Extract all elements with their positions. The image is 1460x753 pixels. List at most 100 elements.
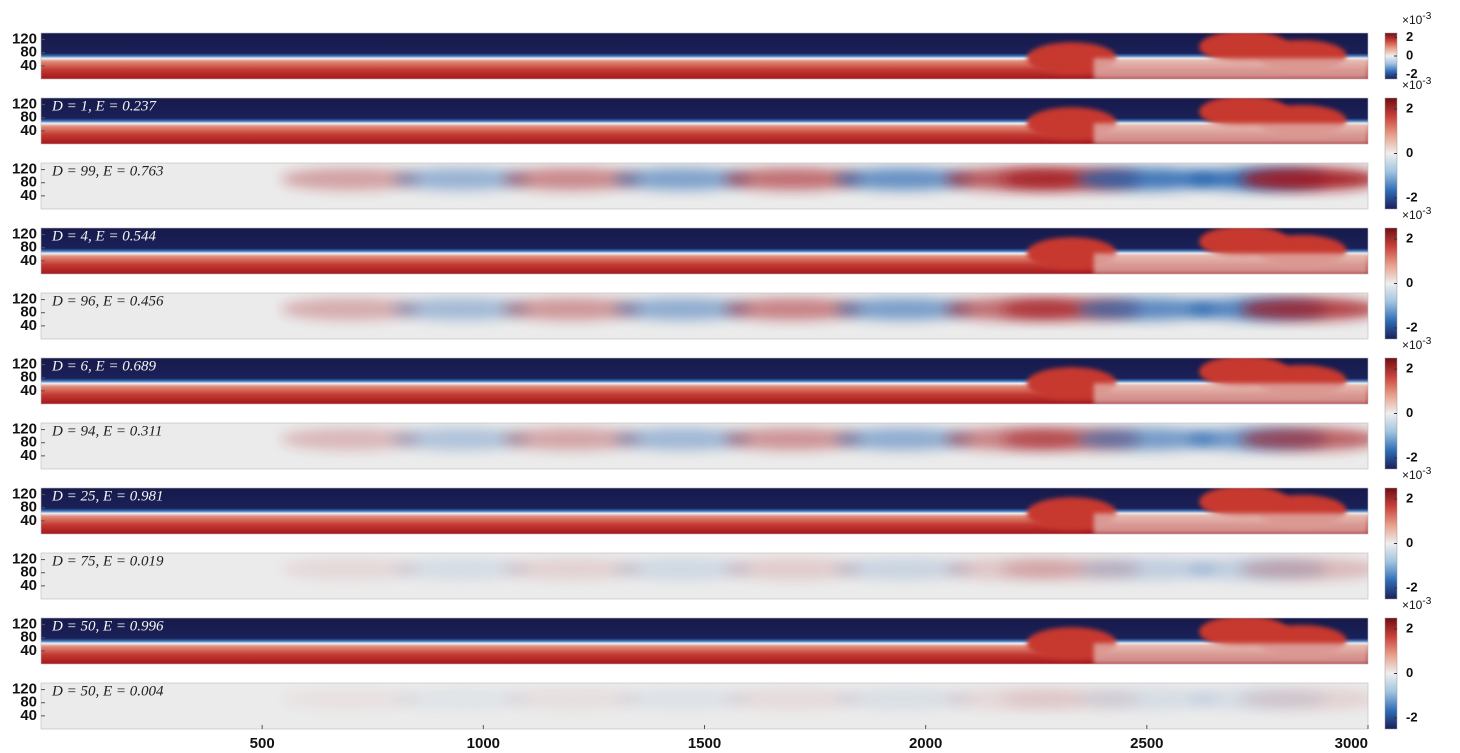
colorbar-multiplier: ×10-3 xyxy=(1402,11,1432,28)
colorbar-tick-label: 0 xyxy=(1406,665,1413,680)
panel-annotation: D = 50, E = 0.996 xyxy=(51,618,164,634)
colorbar-tick-label: -2 xyxy=(1406,579,1418,594)
colorbar: 2 0 -2 ×10-3 xyxy=(1385,596,1432,729)
colorbar-tick-label: -2 xyxy=(1406,449,1418,464)
x-tick-label: 1000 xyxy=(467,735,500,752)
panel: 4080120D = 99, E = 0.763 xyxy=(12,161,1381,209)
panel-image xyxy=(41,553,1380,599)
colorbar: 2 0 -2 ×10-3 xyxy=(1385,336,1432,469)
y-tick-label: 120 xyxy=(12,31,37,48)
colorbar-tick-label: 0 xyxy=(1406,145,1413,160)
multiplier-base: ×10 xyxy=(1402,78,1423,92)
panel-annotation: D = 96, E = 0.456 xyxy=(51,293,164,309)
colorbar: 20-2×10-3 xyxy=(1385,466,1432,599)
multiplier-exponent: -3 xyxy=(1422,206,1431,217)
vortex xyxy=(1199,96,1289,128)
wake xyxy=(1094,383,1368,404)
vortex xyxy=(1199,616,1289,648)
colorbar-multiplier: ×10-3 xyxy=(1402,206,1432,223)
colorbar-multiplier: ×10-3 xyxy=(1402,76,1432,93)
colorbar-tick-label: 2 xyxy=(1406,231,1413,246)
panel-image xyxy=(41,356,1368,404)
mode-blob xyxy=(1240,428,1380,450)
colorbar-tick-label: -2 xyxy=(1406,319,1418,334)
colorbar-tick-label: -2 xyxy=(1406,709,1418,724)
y-tick-label: 120 xyxy=(12,226,37,243)
panel-image xyxy=(41,423,1380,469)
multiplier-exponent: -3 xyxy=(1422,596,1431,607)
y-tick-label: 120 xyxy=(12,681,37,698)
x-tick-label: 3000 xyxy=(1335,735,1368,752)
x-tick-label: 2500 xyxy=(1130,735,1163,752)
colorbar-tick-label: 2 xyxy=(1406,101,1413,116)
panel-image xyxy=(41,226,1368,274)
multiplier-exponent: -3 xyxy=(1422,336,1431,347)
colorbar: 2 0 -2 ×10-3 xyxy=(1385,206,1432,339)
colorbar-tick-label: 2 xyxy=(1406,361,1413,376)
figure: 40801204080120D = 1, E = 0.2374080120D =… xyxy=(0,0,1460,753)
wake xyxy=(1094,513,1368,534)
y-tick-label: 120 xyxy=(12,421,37,438)
wake xyxy=(1094,123,1368,144)
panel-annotation: D = 50, E = 0.004 xyxy=(51,683,164,699)
panel-image xyxy=(41,616,1368,664)
mode-blob xyxy=(1240,298,1380,320)
vortex xyxy=(1199,31,1289,63)
panel: 4080120D = 96, E = 0.456 xyxy=(12,291,1381,339)
vortex xyxy=(1199,356,1289,388)
panel-image xyxy=(41,31,1368,79)
x-tick-label: 500 xyxy=(250,735,275,752)
multiplier-exponent: -3 xyxy=(1422,76,1431,87)
vortex xyxy=(1199,226,1289,258)
colorbar-tick-label: 2 xyxy=(1406,621,1413,636)
colorbar-tick-label: 0 xyxy=(1406,535,1413,550)
wake xyxy=(1094,58,1368,79)
panel-annotation: D = 75, E = 0.019 xyxy=(51,553,164,569)
panel: 4080120D = 50, E = 0.996 xyxy=(12,616,1368,664)
vortex xyxy=(1199,486,1289,518)
mode-blob xyxy=(1240,558,1380,580)
y-tick-label: 120 xyxy=(12,161,37,178)
panel: 4080120D = 25, E = 0.981 xyxy=(12,486,1368,534)
multiplier-base: ×10 xyxy=(1402,208,1423,222)
panel-image xyxy=(41,486,1368,534)
panel: 4080120D = 6, E = 0.689 xyxy=(12,356,1368,404)
wake xyxy=(1094,643,1368,664)
colorbar-multiplier: ×10-3 xyxy=(1402,466,1432,483)
panel-annotation: D = 4, E = 0.544 xyxy=(51,228,156,244)
panel-image xyxy=(41,163,1380,209)
y-tick-label: 120 xyxy=(12,96,37,113)
y-tick-label: 120 xyxy=(12,486,37,503)
panel-image xyxy=(41,96,1368,144)
colorbar-tick-label: 2 xyxy=(1406,29,1413,44)
x-tick-label: 2000 xyxy=(909,735,942,752)
mode-blob xyxy=(1240,688,1380,710)
multiplier-exponent: -3 xyxy=(1422,466,1431,477)
colorbar-tick-label: 0 xyxy=(1406,405,1413,420)
colorbar-multiplier: ×10-3 xyxy=(1402,336,1432,353)
x-tick-label: 1500 xyxy=(688,735,721,752)
y-tick-label: 120 xyxy=(12,291,37,308)
panel-annotation: D = 1, E = 0.237 xyxy=(51,98,157,114)
colorbar-tick-label: 0 xyxy=(1406,275,1413,290)
colorbar-tick-label: -2 xyxy=(1406,189,1418,204)
panel-image xyxy=(41,683,1380,729)
multiplier-exponent: -3 xyxy=(1422,11,1431,22)
wake xyxy=(1094,253,1368,274)
colorbar-tick-label: 0 xyxy=(1406,47,1413,62)
multiplier-base: ×10 xyxy=(1402,13,1423,27)
colorbar: 20-2×10-3 xyxy=(1385,11,1432,81)
panel-annotation: D = 25, E = 0.981 xyxy=(51,488,164,504)
panel-annotation: D = 99, E = 0.763 xyxy=(51,163,164,179)
panel-annotation: D = 94, E = 0.311 xyxy=(51,423,162,439)
multiplier-base: ×10 xyxy=(1402,338,1423,352)
colorbar-multiplier: ×10-3 xyxy=(1402,596,1432,613)
mode-blob xyxy=(1240,168,1380,190)
y-tick-label: 120 xyxy=(12,616,37,633)
colorbar: 2 0 -2 ×10-3 xyxy=(1385,76,1432,209)
